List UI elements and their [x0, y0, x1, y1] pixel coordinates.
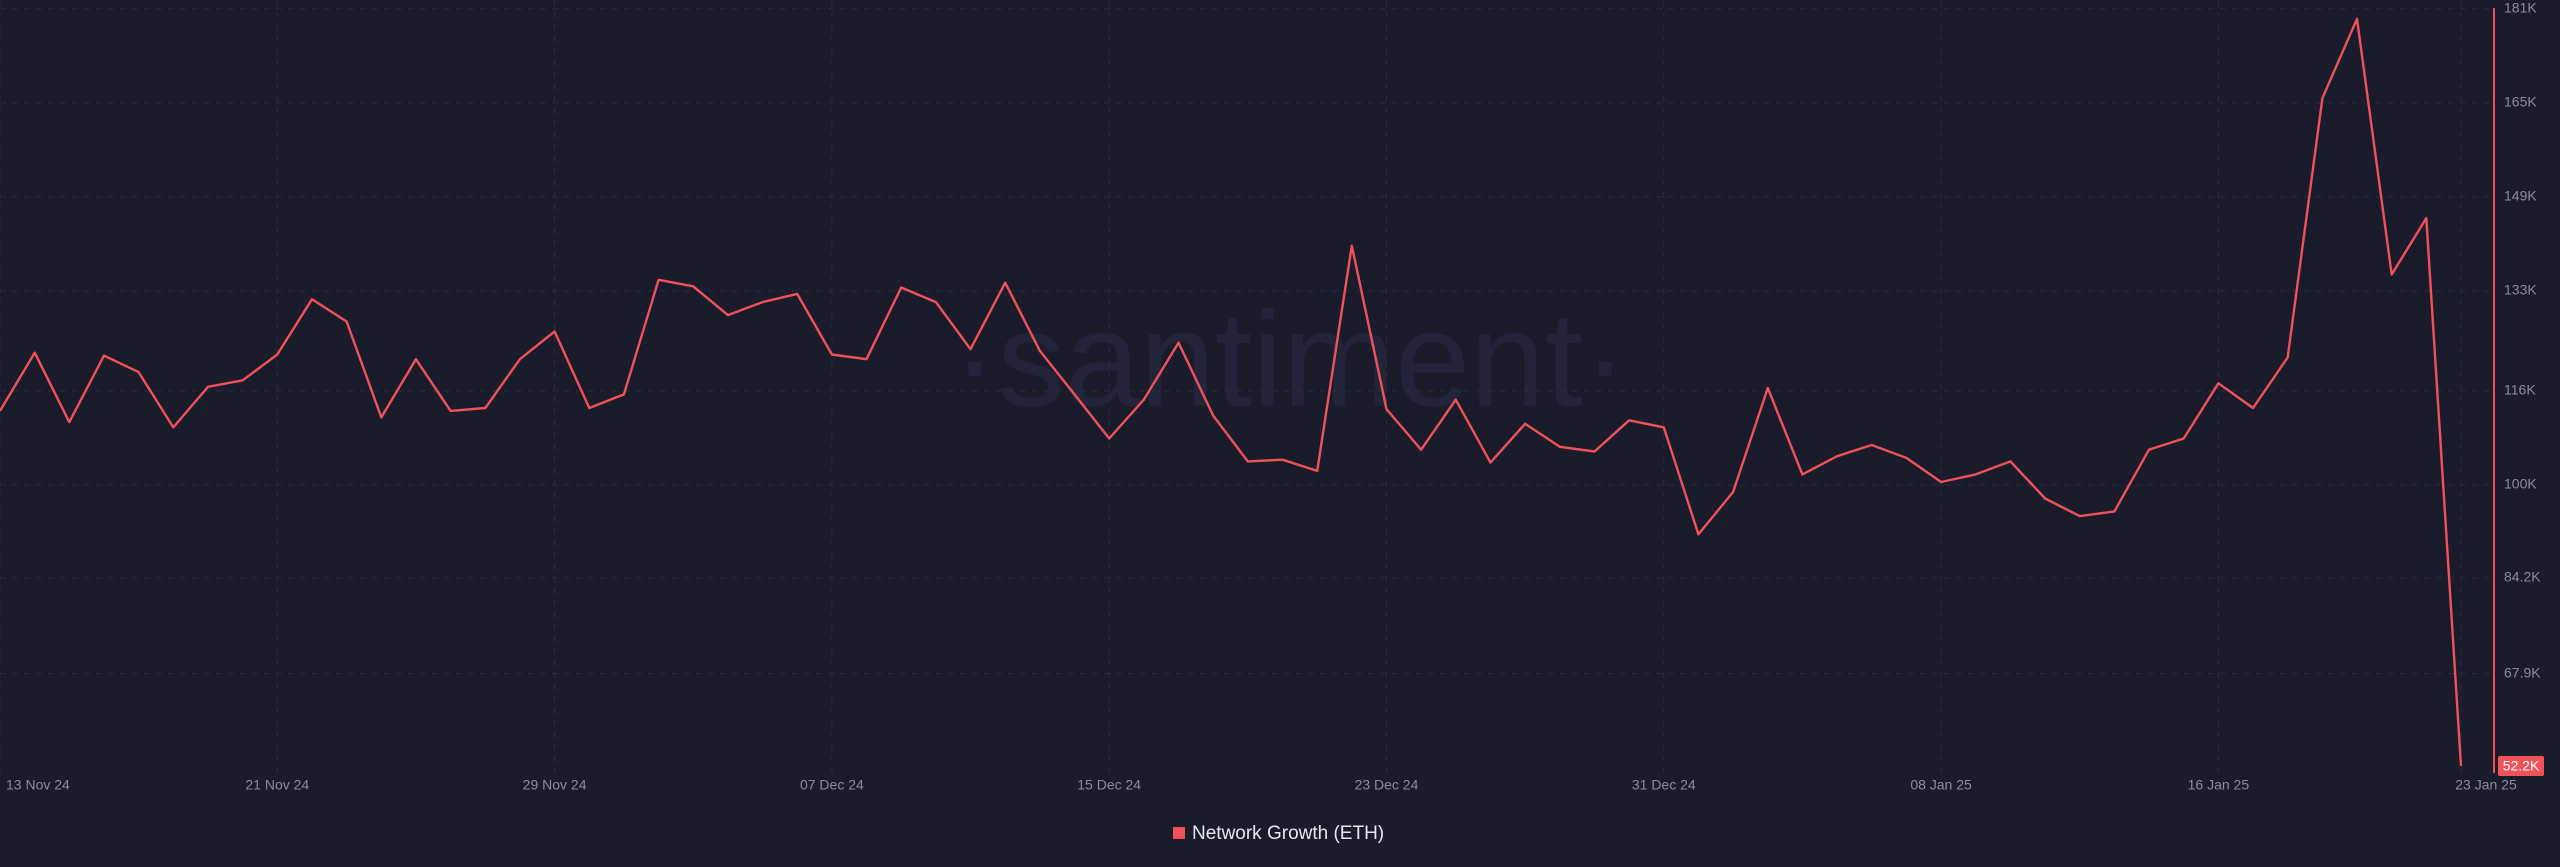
- x-tick-label: 16 Jan 25: [2188, 777, 2250, 793]
- x-tick-label: 31 Dec 24: [1632, 777, 1696, 793]
- y-tick-label: 181K: [2504, 0, 2537, 16]
- watermark: ·santiment·: [952, 284, 1627, 435]
- data-line: [0, 17, 2463, 766]
- legend-swatch: [1173, 827, 1185, 839]
- legend-label: Network Growth (ETH): [1192, 823, 1384, 844]
- x-tick-label: 07 Dec 24: [800, 777, 864, 793]
- x-tick-label: 15 Dec 24: [1077, 777, 1141, 793]
- x-tick-label: 08 Jan 25: [1910, 777, 1972, 793]
- y-tick-label: 149K: [2504, 188, 2537, 204]
- end-label-box: [2498, 755, 2544, 776]
- y-tick-label: 116K: [2504, 382, 2536, 398]
- y-tick-label: 100K: [2504, 476, 2537, 492]
- y-tick-label: 165K: [2504, 94, 2537, 110]
- x-tick-label: 21 Nov 24: [245, 777, 309, 793]
- x-tick-label: 23 Dec 24: [1355, 777, 1419, 793]
- y-tick-label: 133K: [2504, 282, 2537, 298]
- x-tick-label: 23 Jan 25: [2455, 777, 2517, 793]
- y-tick-label: 84.2K: [2504, 569, 2541, 585]
- end-label: 52.2K: [2503, 758, 2540, 774]
- x-tick-label: 13 Nov 24: [6, 777, 70, 793]
- x-tick-label: 29 Nov 24: [523, 777, 587, 793]
- y-tick-label: 67.9K: [2504, 664, 2541, 680]
